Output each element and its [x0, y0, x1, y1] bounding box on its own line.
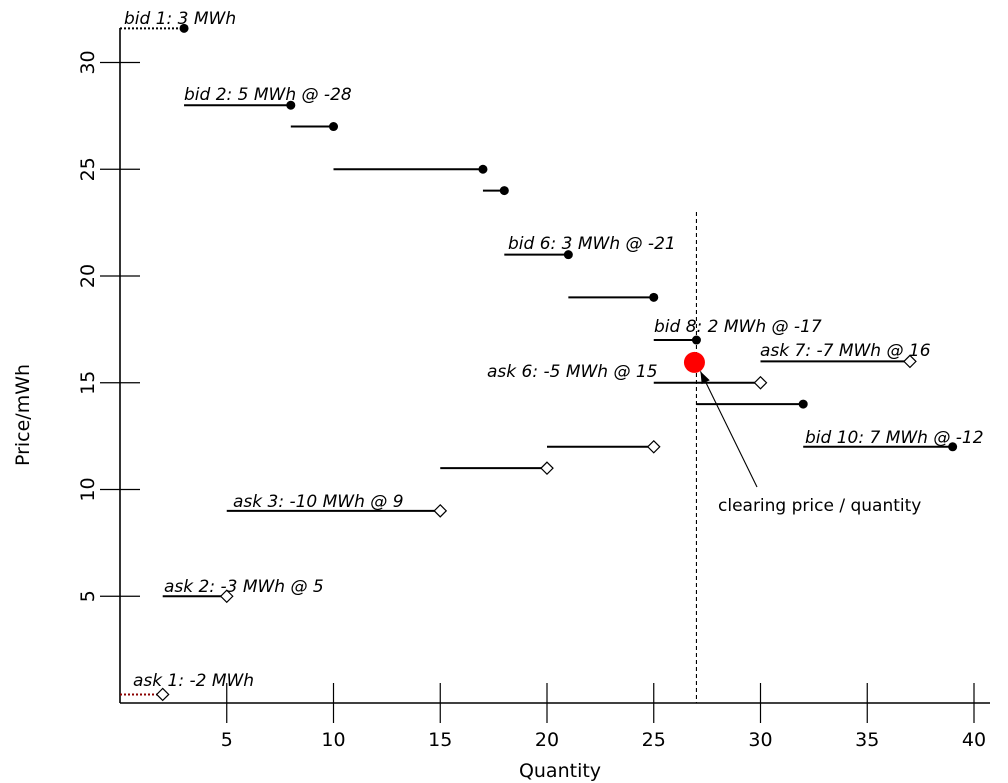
x-tick-label: 30: [748, 729, 772, 751]
bid-point: [179, 23, 189, 33]
y-tick-label: 10: [77, 477, 99, 501]
y-tick-label: 5: [77, 590, 99, 602]
ask-label: ask 1: -2 MWh: [133, 671, 254, 691]
x-tick-label: 35: [855, 729, 879, 751]
step-labels: bid 1: 3 MWh bid 2: 5 MWh @ -28 bid 6: 3 M…: [124, 9, 984, 691]
ask-point: [646, 439, 661, 454]
bid-point: [329, 122, 338, 132]
ask-label: ask 3: -10 MWh @ 9: [233, 492, 404, 512]
clearing-point: [683, 351, 705, 373]
ask-point: [903, 354, 917, 369]
bid-point: [691, 335, 701, 345]
clearing-arrow-line: [699, 371, 758, 488]
bid-label: bid 10: 7 MWh @ -12: [805, 428, 984, 448]
bid-point: [478, 164, 488, 174]
x-tick-label: 10: [321, 729, 345, 751]
y-tick-label: 20: [77, 264, 99, 288]
ask-point: [753, 375, 768, 390]
ask-label: ask 6: -5 MWh @ 15: [487, 362, 658, 382]
bid-point: [948, 442, 958, 452]
ask-point: [155, 687, 170, 702]
bid-point: [286, 100, 296, 110]
ask-point: [540, 461, 554, 475]
bid-point: [649, 292, 659, 302]
clearing-annotation: clearing price / quantity: [718, 496, 921, 516]
bid-label: bid 8: 2 MWh @ -17: [654, 317, 822, 337]
axes: Quantity Price/mWh: [12, 28, 990, 782]
x-tick-label: 25: [642, 729, 666, 751]
ask-label: ask 2: -3 MWh @ 5: [164, 577, 324, 597]
bid-point: [563, 250, 573, 260]
y-tick-label: 30: [77, 50, 99, 74]
y-axis-title: Price/mWh: [12, 364, 34, 466]
x-axis-title: Quantity: [519, 760, 601, 782]
ask-point: [219, 589, 234, 604]
ticks: 5 10 15 20 25 30 35 40 5 10 15 20 25 30: [77, 50, 986, 751]
clearing-arrow-head: [700, 371, 710, 385]
ask-steps: [120, 354, 917, 702]
x-tick-label: 20: [535, 729, 559, 751]
ask-label: ask 7: -7 MWh @ 16: [760, 341, 931, 361]
bid-label: bid 1: 3 MWh: [124, 9, 236, 29]
x-tick-label: 40: [962, 729, 986, 751]
clearing-group: clearing price / quantity: [683, 351, 921, 516]
ask-point: [433, 504, 448, 518]
bid-label: bid 6: 3 MWh @ -21: [508, 234, 676, 254]
bid-label: bid 2: 5 MWh @ -28: [184, 85, 352, 105]
bid-point: [499, 186, 509, 196]
y-tick-label: 25: [77, 157, 99, 181]
y-tick-label: 15: [77, 371, 99, 395]
bid-steps: [120, 23, 958, 452]
x-tick-label: 5: [221, 729, 233, 751]
bid-point: [798, 399, 808, 409]
x-tick-label: 15: [428, 729, 452, 751]
